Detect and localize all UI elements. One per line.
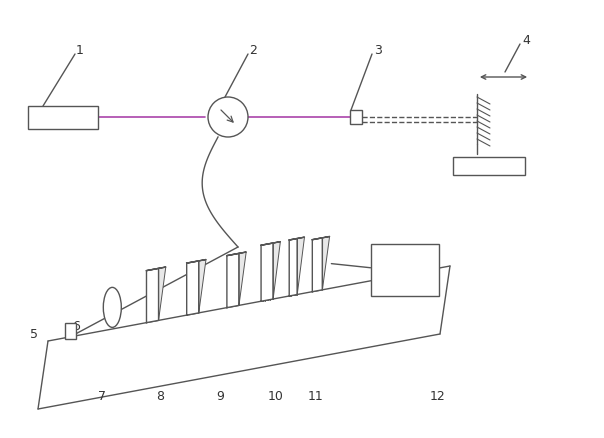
Text: 5: 5 <box>30 327 38 340</box>
Polygon shape <box>147 268 165 271</box>
Ellipse shape <box>103 288 121 328</box>
Bar <box>350 111 362 125</box>
Bar <box>371 244 439 296</box>
Polygon shape <box>227 252 246 256</box>
Polygon shape <box>227 254 239 308</box>
Polygon shape <box>289 239 297 297</box>
Text: 9: 9 <box>216 389 224 402</box>
Text: 2: 2 <box>249 43 257 57</box>
Polygon shape <box>312 238 323 292</box>
Text: 1: 1 <box>76 43 84 57</box>
Bar <box>65 323 76 339</box>
Polygon shape <box>239 252 246 306</box>
Text: 8: 8 <box>156 389 164 402</box>
Polygon shape <box>187 260 206 264</box>
Text: 10: 10 <box>268 389 284 402</box>
Text: 3: 3 <box>374 43 382 57</box>
Polygon shape <box>289 237 304 240</box>
Text: 11: 11 <box>308 389 324 402</box>
Polygon shape <box>323 237 330 290</box>
Text: 6: 6 <box>72 319 80 332</box>
Text: 12: 12 <box>430 389 446 402</box>
Polygon shape <box>159 268 165 321</box>
Polygon shape <box>297 237 304 295</box>
Circle shape <box>208 98 248 138</box>
Bar <box>453 158 525 176</box>
Polygon shape <box>199 260 206 313</box>
Text: 4: 4 <box>522 33 530 46</box>
Polygon shape <box>147 269 159 323</box>
Polygon shape <box>261 244 273 301</box>
Polygon shape <box>312 237 330 240</box>
Bar <box>28 107 98 130</box>
Text: 7: 7 <box>98 389 106 402</box>
Polygon shape <box>187 261 199 315</box>
Polygon shape <box>261 242 280 246</box>
Polygon shape <box>273 242 280 299</box>
